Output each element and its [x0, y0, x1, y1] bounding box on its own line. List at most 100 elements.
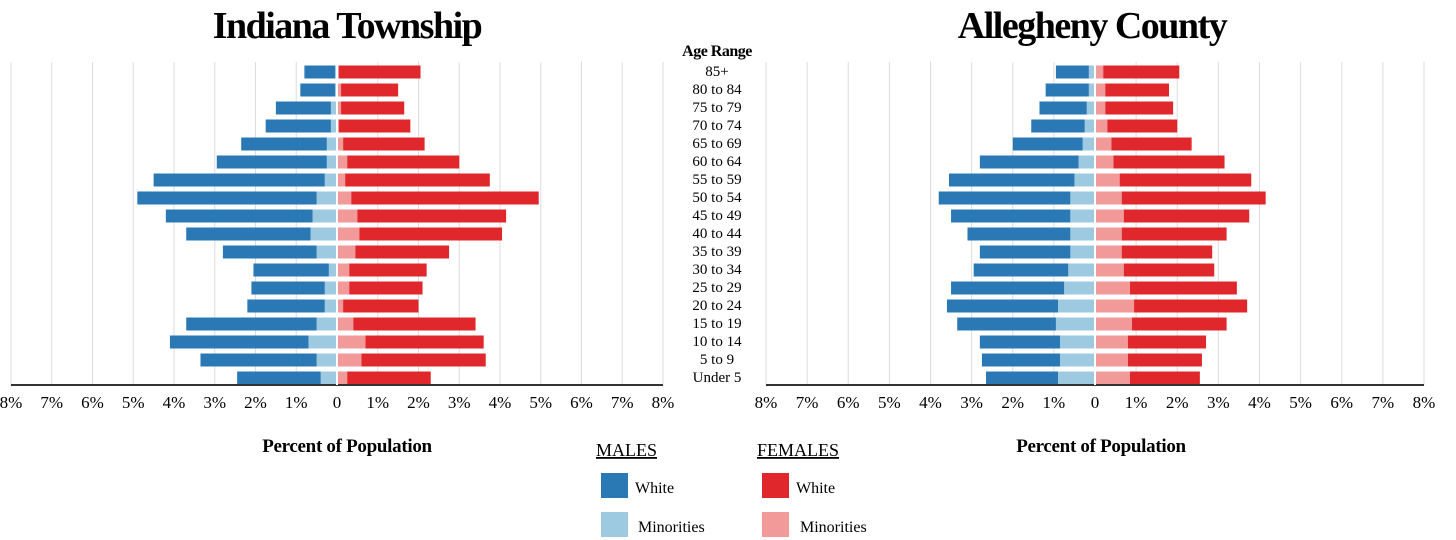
bar-female-white — [347, 371, 431, 385]
bar-male-minorities — [1082, 137, 1095, 151]
x-tick-label: 2% — [244, 393, 267, 412]
x-tick-label: 6% — [81, 393, 104, 412]
bar-female-minorities — [337, 65, 340, 79]
bar-female-white — [1123, 209, 1250, 223]
bar-male-white — [1039, 101, 1087, 115]
x-axis-title: Percent of Population — [262, 436, 432, 457]
x-tick-label: 2% — [1001, 393, 1024, 412]
bar-female-white — [343, 299, 419, 313]
bar-male-white — [1012, 137, 1083, 151]
legend-swatch-male-minorities — [601, 512, 628, 537]
bar-female-white — [1123, 263, 1215, 277]
bar-female-white — [339, 119, 411, 133]
bar-male-white — [300, 83, 335, 97]
x-tick-label: 1% — [366, 393, 389, 412]
x-tick-label: 1% — [1043, 393, 1066, 412]
x-tick-label: 2% — [1166, 393, 1189, 412]
age-range-label: 10 to 14 — [692, 334, 742, 350]
bar-male-minorities — [316, 245, 337, 259]
bar-female-minorities — [1095, 65, 1104, 79]
bar-female-white — [349, 263, 427, 277]
bar-female-white — [353, 317, 476, 331]
bar-female-minorities — [337, 227, 360, 241]
bar-female-minorities — [337, 353, 362, 367]
bar-male-white — [237, 371, 321, 385]
bar-female-minorities — [337, 299, 344, 313]
bar-male-minorities — [1088, 65, 1095, 79]
bar-female-minorities — [337, 263, 350, 277]
bar-male-minorities — [310, 227, 337, 241]
x-tick-label: 7% — [796, 393, 819, 412]
age-range-label: 45 to 49 — [692, 208, 741, 224]
bar-male-minorities — [316, 317, 337, 331]
bar-male-minorities — [1070, 191, 1095, 205]
bar-male-minorities — [1078, 155, 1095, 169]
bar-male-white — [165, 209, 313, 223]
x-tick-label: 4% — [489, 393, 512, 412]
bar-male-minorities — [1070, 209, 1095, 223]
bar-male-white — [200, 353, 317, 367]
bar-female-white — [1119, 173, 1252, 187]
x-tick-label: 0 — [1091, 393, 1100, 412]
bar-female-white — [355, 245, 450, 259]
allegheny-county-panel: 8% 7% 6% 5% 4% 3% 2% 1% 0 1% 2% 3% 4% 5% 6% 7% 8% Allegh… — [755, 5, 1436, 457]
x-tick-label: 6% — [837, 393, 860, 412]
bar-female-white — [1103, 65, 1180, 79]
x-tick-label: 8% — [755, 393, 778, 412]
grid-lines — [765, 62, 1425, 385]
bar-male-white — [186, 317, 317, 331]
legend-females-header: FEMALES — [757, 440, 839, 460]
bar-female-white — [1129, 281, 1237, 295]
bar-male-minorities — [1088, 83, 1095, 97]
bar-female-white — [1105, 101, 1174, 115]
bars — [938, 65, 1266, 385]
bar-female-white — [1121, 245, 1213, 259]
bar-male-minorities — [316, 191, 337, 205]
bar-female-minorities — [337, 155, 348, 169]
x-tick-label: 1% — [285, 393, 308, 412]
bar-male-minorities — [1070, 245, 1095, 259]
bar-male-minorities — [1057, 371, 1095, 385]
x-axis-title: Percent of Population — [1016, 436, 1186, 457]
bar-female-white — [1129, 371, 1200, 385]
bar-male-white — [253, 263, 329, 277]
bar-male-minorities — [1060, 335, 1095, 349]
bar-male-white — [957, 317, 1056, 331]
x-tick-labels: 8% 7% 6% 5% 4% 3% 2% 1% 0 1% 2% 3% 4% 5% 6% 7% 8% — [755, 393, 1436, 412]
age-range-label: 60 to 64 — [692, 154, 742, 170]
legend-label-male-minorities: Minorities — [638, 519, 705, 536]
bar-male-white — [304, 65, 335, 79]
bar-female-white — [1105, 83, 1170, 97]
bar-male-minorities — [308, 335, 337, 349]
bar-female-minorities — [1095, 335, 1128, 349]
bar-male-white — [946, 299, 1058, 313]
x-tick-label: 3% — [960, 393, 983, 412]
bar-male-white — [222, 245, 317, 259]
bar-male-white — [979, 155, 1079, 169]
x-tick-label: 7% — [1372, 393, 1395, 412]
age-range-label: 85+ — [705, 64, 728, 80]
x-tick-label: 8% — [0, 393, 22, 412]
bar-female-white — [345, 173, 490, 187]
bar-male-white — [973, 263, 1069, 277]
bar-male-minorities — [324, 173, 337, 187]
bar-female-minorities — [1095, 263, 1124, 277]
bar-male-minorities — [324, 299, 337, 313]
x-tick-label: 5% — [122, 393, 145, 412]
bar-male-minorities — [1057, 299, 1095, 313]
bar-male-minorities — [1055, 317, 1095, 331]
bar-male-minorities — [330, 101, 337, 115]
legend-swatch-female-minorities — [762, 512, 789, 537]
bar-male-minorities — [316, 353, 337, 367]
bar-female-white — [1127, 335, 1207, 349]
age-range-label: 35 to 39 — [692, 244, 741, 260]
bar-female-minorities — [337, 209, 358, 223]
bar-male-minorities — [1084, 119, 1095, 133]
x-tick-label: 5% — [529, 393, 552, 412]
bar-female-minorities — [1095, 173, 1120, 187]
bar-female-white — [1127, 353, 1202, 367]
bar-female-minorities — [1095, 317, 1133, 331]
bar-male-minorities — [334, 83, 337, 97]
bar-male-minorities — [334, 65, 337, 79]
bar-female-white — [339, 65, 421, 79]
